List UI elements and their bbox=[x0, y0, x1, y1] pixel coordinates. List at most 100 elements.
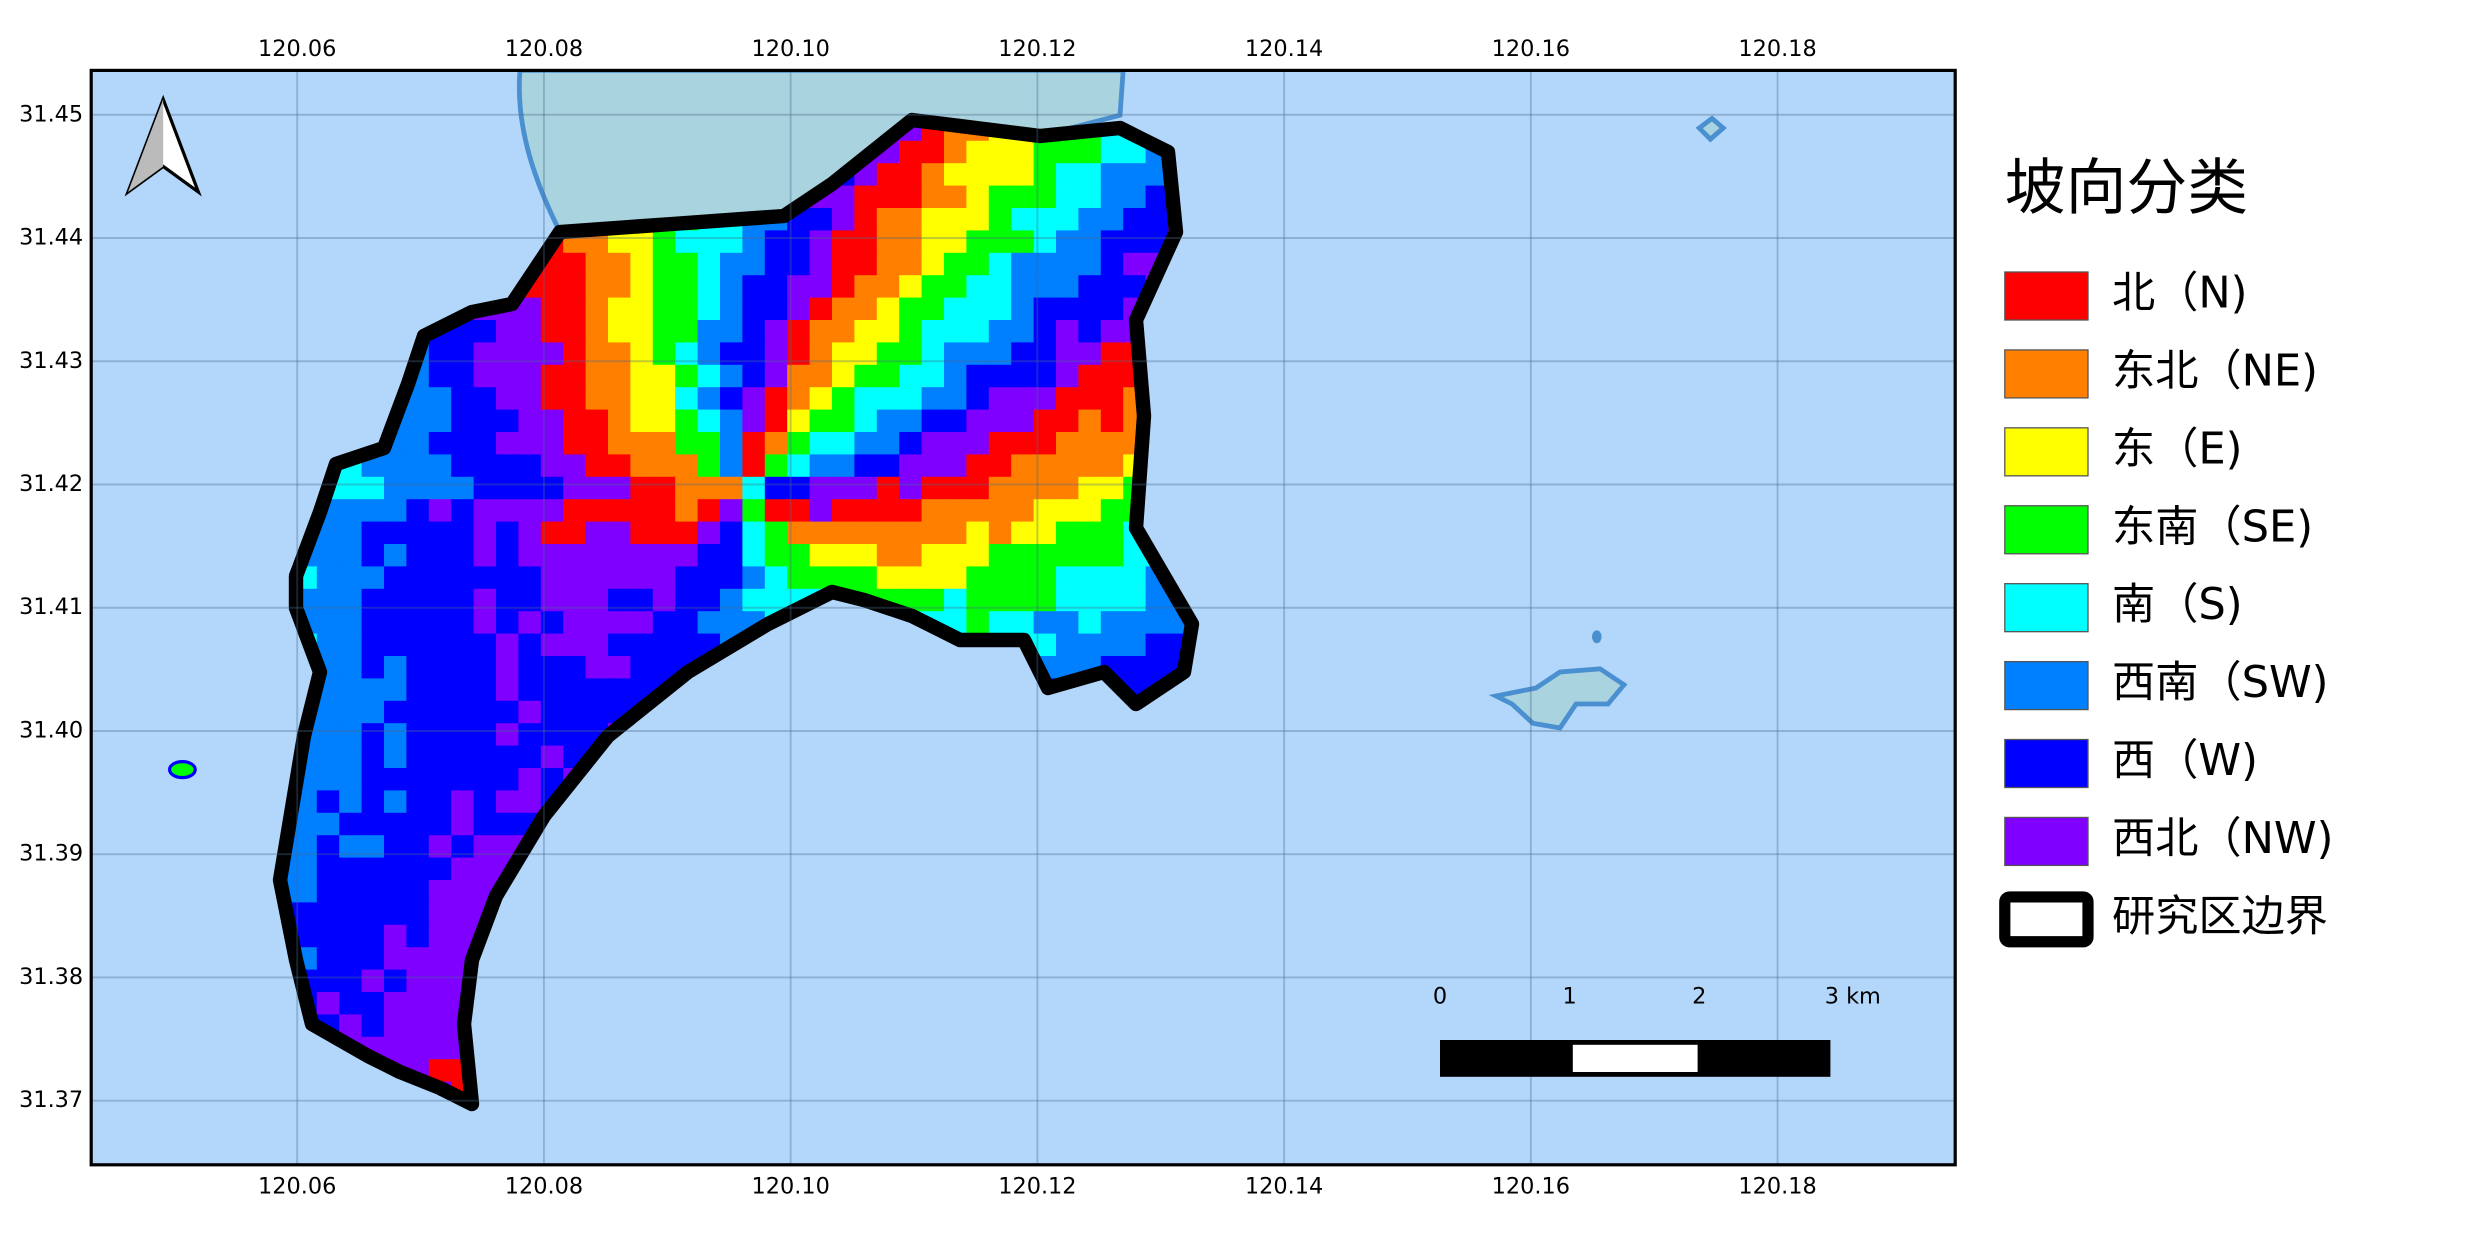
raster-cell bbox=[518, 611, 543, 636]
raster-cell bbox=[697, 230, 722, 255]
y-tick-label: 31.45 bbox=[19, 101, 83, 127]
raster-cell bbox=[787, 499, 812, 524]
raster-cell bbox=[809, 342, 834, 367]
raster-cell bbox=[384, 969, 408, 994]
raster-cell bbox=[832, 364, 856, 389]
raster-cell bbox=[697, 342, 722, 367]
raster-cell bbox=[876, 544, 901, 568]
raster-cell bbox=[384, 1036, 408, 1061]
raster-cell bbox=[428, 499, 453, 524]
raster-cell bbox=[451, 812, 476, 837]
raster-cell bbox=[496, 387, 520, 412]
raster-cell bbox=[406, 409, 431, 434]
raster-cell bbox=[988, 387, 1013, 412]
raster-cell bbox=[1100, 521, 1125, 546]
raster-cell bbox=[316, 700, 341, 725]
raster-cell bbox=[339, 947, 364, 972]
raster-cell bbox=[988, 297, 1013, 322]
raster-cell bbox=[1033, 185, 1058, 210]
raster-cell bbox=[406, 432, 431, 456]
raster-cell bbox=[361, 611, 386, 636]
raster-cell bbox=[1011, 387, 1036, 412]
x-tick-label: 120.10 bbox=[751, 36, 829, 62]
raster-cell bbox=[406, 678, 431, 703]
raster-cell bbox=[406, 633, 431, 658]
raster-cell bbox=[854, 387, 879, 412]
raster-cell bbox=[563, 588, 588, 613]
raster-cell bbox=[316, 969, 341, 994]
raster-cell bbox=[1056, 275, 1080, 300]
raster-cell bbox=[518, 544, 543, 568]
raster-cell bbox=[720, 544, 744, 568]
raster-cell bbox=[1123, 185, 1148, 210]
raster-cell bbox=[876, 185, 901, 210]
raster-cell bbox=[899, 432, 924, 456]
raster-cell bbox=[451, 476, 476, 501]
raster-cell bbox=[406, 1036, 431, 1061]
raster-cell bbox=[1033, 454, 1058, 479]
raster-cell bbox=[585, 700, 610, 725]
raster-cell bbox=[1056, 566, 1080, 591]
legend-swatch bbox=[2004, 349, 2089, 399]
raster-cell bbox=[988, 230, 1013, 255]
raster-cell bbox=[608, 633, 632, 658]
raster-cell bbox=[294, 835, 319, 860]
raster-cell bbox=[518, 476, 543, 501]
legend-swatch bbox=[2004, 271, 2089, 321]
raster-cell bbox=[675, 499, 700, 524]
raster-cell bbox=[1100, 476, 1125, 501]
raster-cell bbox=[1056, 409, 1080, 434]
raster-cell bbox=[406, 790, 431, 815]
raster-cell bbox=[428, 656, 453, 680]
raster-cell bbox=[540, 499, 565, 524]
raster-cell bbox=[764, 566, 789, 591]
raster-cell bbox=[809, 499, 834, 524]
raster-cell bbox=[339, 588, 364, 613]
raster-cell bbox=[316, 588, 341, 613]
raster-cell bbox=[316, 633, 341, 658]
raster-cell bbox=[764, 544, 789, 568]
raster-cell bbox=[384, 476, 408, 501]
raster-cell bbox=[787, 297, 812, 322]
raster-cell bbox=[428, 387, 453, 412]
raster-cell bbox=[473, 544, 498, 568]
raster-cell bbox=[1078, 454, 1103, 479]
raster-cell bbox=[473, 723, 498, 748]
raster-cell bbox=[608, 454, 632, 479]
raster-cell bbox=[451, 364, 476, 389]
raster-cell bbox=[921, 163, 946, 188]
raster-cell bbox=[742, 320, 767, 344]
raster-cell bbox=[697, 297, 722, 322]
legend-label: 北（N) bbox=[2112, 269, 2248, 319]
raster-cell bbox=[1011, 163, 1036, 188]
raster-cell bbox=[473, 857, 498, 882]
raster-cell bbox=[899, 230, 924, 255]
raster-cell bbox=[899, 364, 924, 389]
raster-cell bbox=[406, 745, 431, 770]
raster-cell bbox=[585, 364, 610, 389]
raster-cell bbox=[854, 252, 879, 277]
raster-cell bbox=[473, 499, 498, 524]
raster-cell bbox=[1078, 633, 1103, 658]
y-tick-label: 31.39 bbox=[19, 841, 83, 867]
raster-cell bbox=[339, 857, 364, 882]
raster-cell bbox=[384, 902, 408, 927]
raster-cell bbox=[473, 768, 498, 792]
x-tick-label: 120.06 bbox=[258, 36, 336, 62]
raster-cell bbox=[1011, 230, 1036, 255]
raster-cell bbox=[652, 342, 677, 367]
raster-cell bbox=[406, 454, 431, 479]
raster-cell bbox=[652, 566, 677, 591]
raster-cell bbox=[518, 768, 543, 792]
raster-cell bbox=[608, 678, 632, 703]
raster-cell bbox=[473, 364, 498, 389]
raster-cell bbox=[361, 588, 386, 613]
raster-cell bbox=[742, 275, 767, 300]
raster-cell bbox=[854, 364, 879, 389]
raster-cell bbox=[1100, 230, 1125, 255]
raster-cell bbox=[697, 566, 722, 591]
raster-cell bbox=[720, 230, 744, 255]
raster-cell bbox=[899, 387, 924, 412]
raster-cell bbox=[966, 387, 991, 412]
legend-swatch bbox=[2004, 505, 2089, 555]
